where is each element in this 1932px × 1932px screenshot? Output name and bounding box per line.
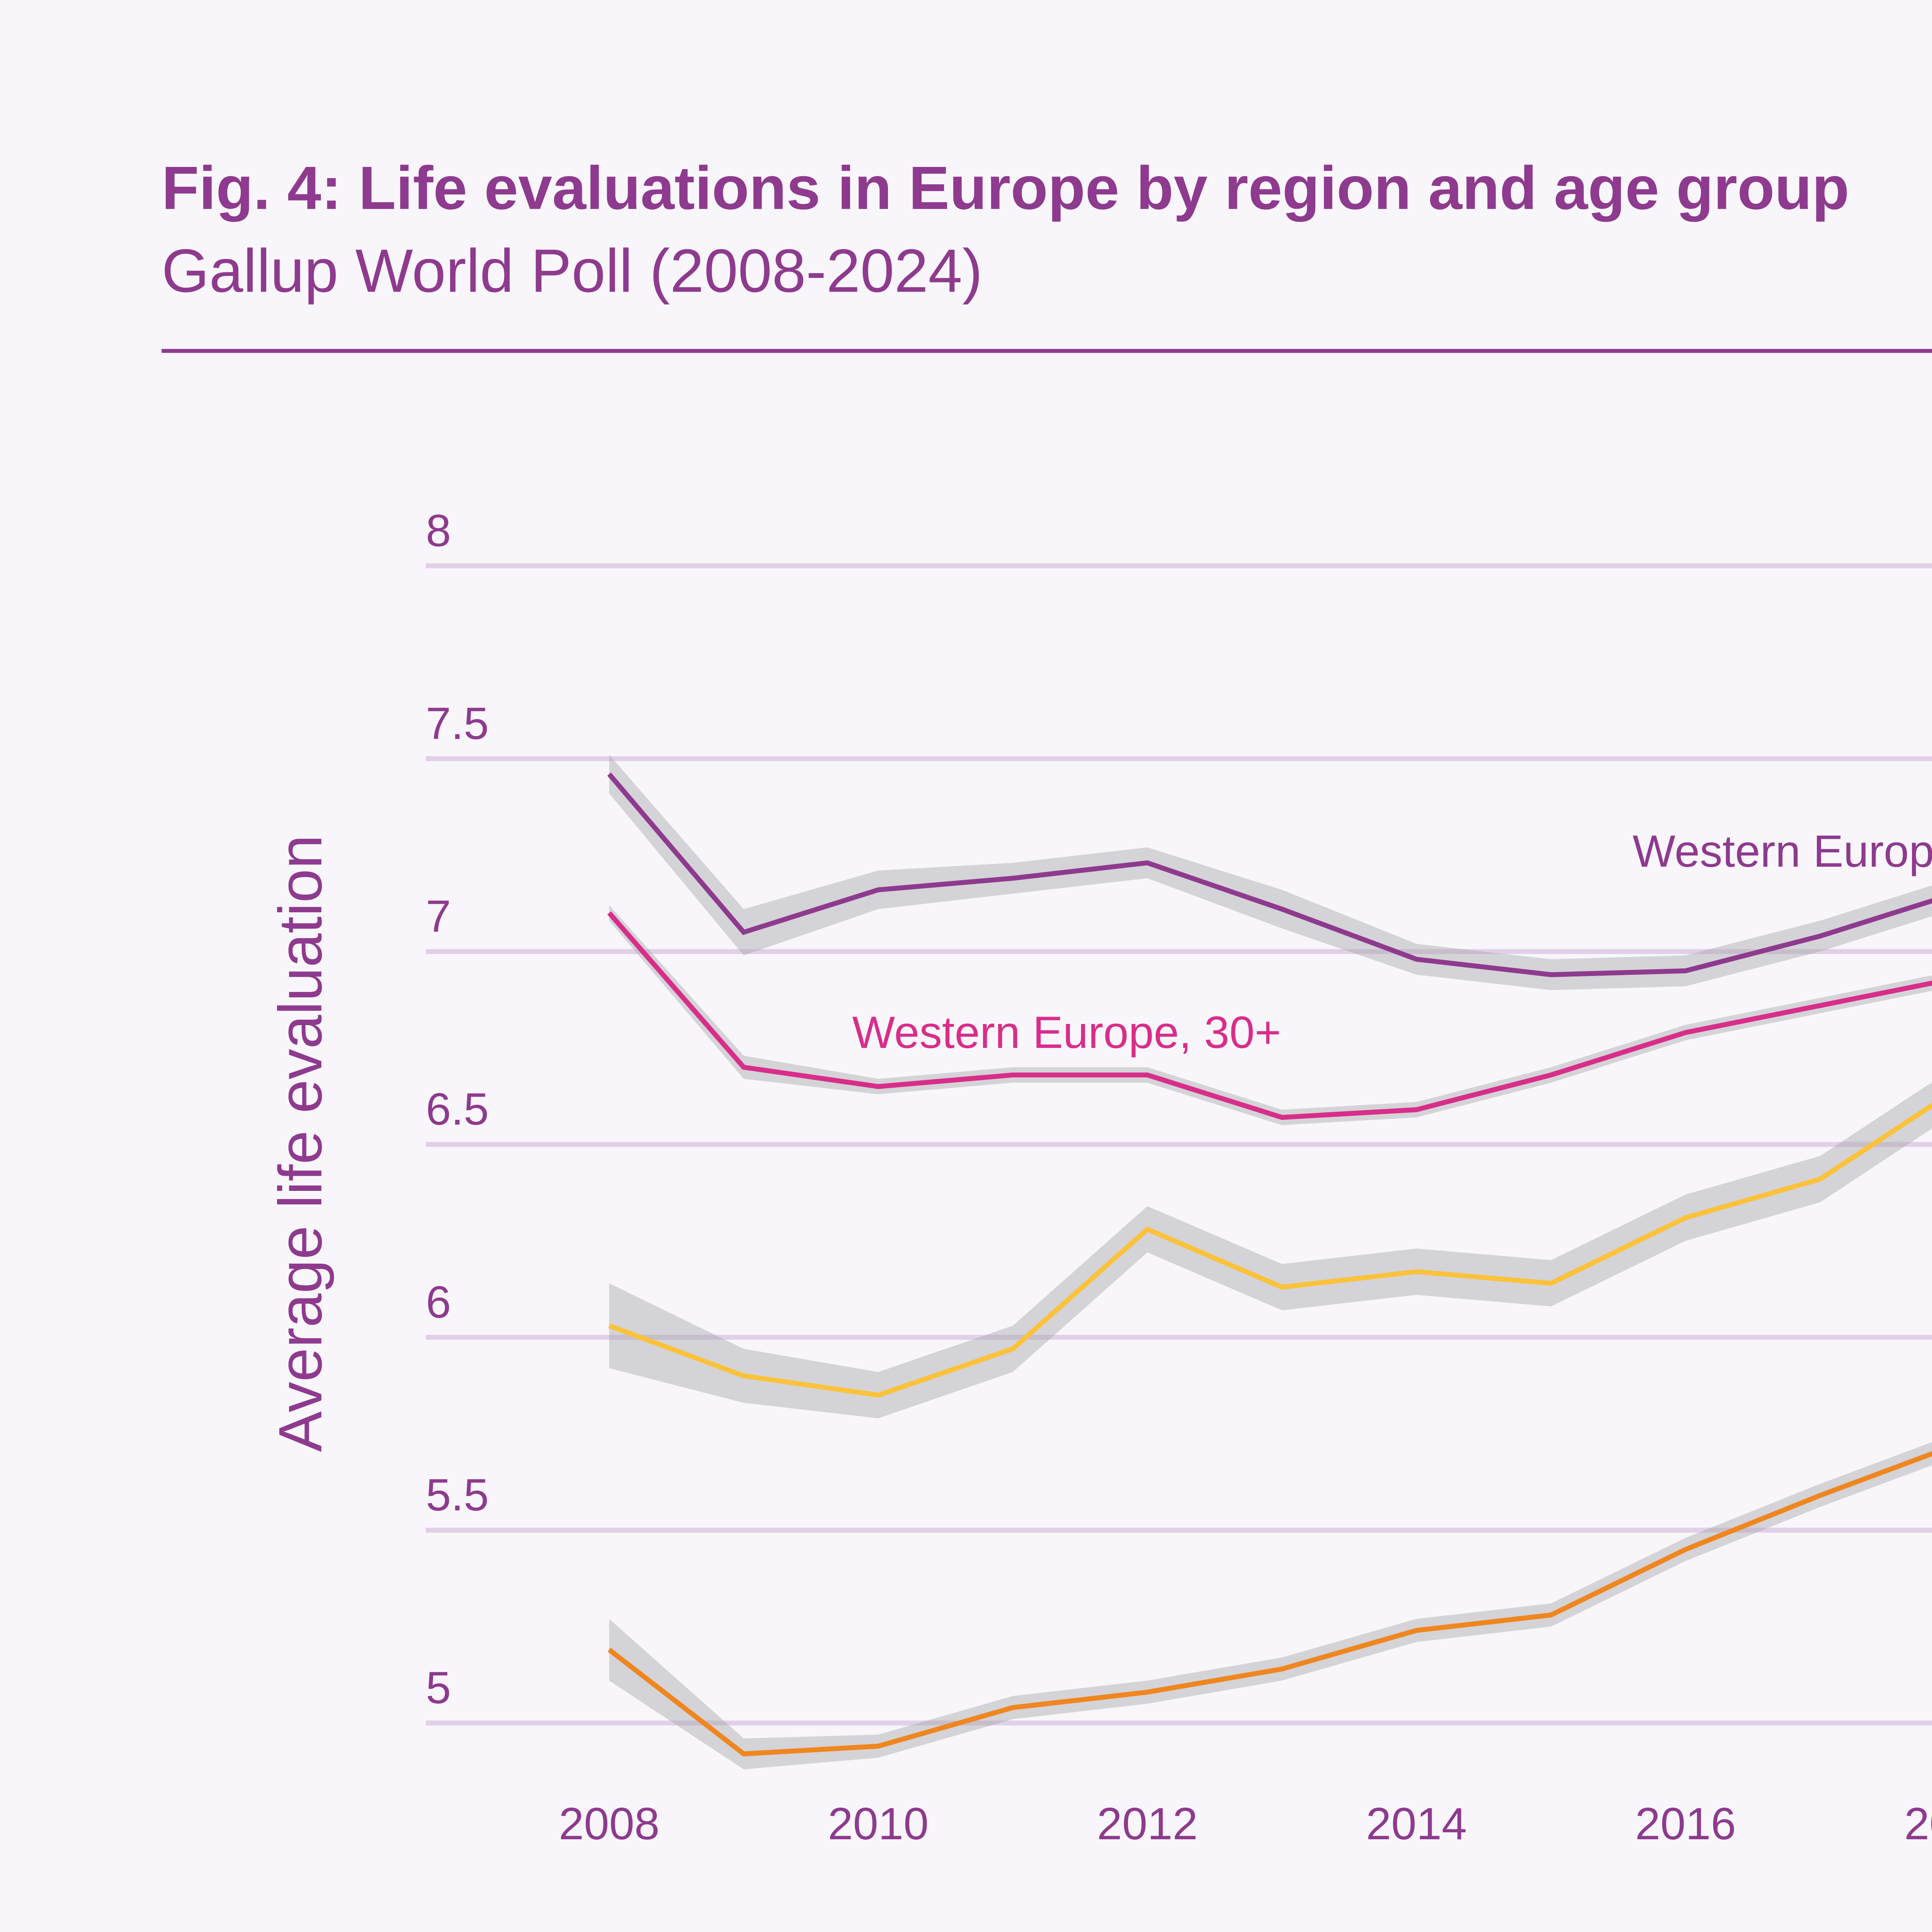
ci-band	[609, 1442, 1932, 1769]
y-tick-label: 8	[426, 505, 451, 556]
series-labels: Western Europe, <30Western Europe, 30+Ce…	[852, 826, 1932, 1058]
series-label: Western Europe, 30+	[852, 1007, 1281, 1058]
series-lines	[607, 772, 1932, 1757]
series-label: Western Europe, <30	[1633, 826, 1932, 876]
x-tick-label: 2014	[1366, 1798, 1467, 1849]
y-tick-label: 6.5	[426, 1084, 489, 1134]
x-tick-labels: 200820102012201420162018202020222024	[559, 1798, 1932, 1849]
y-tick-label: 5.5	[426, 1469, 489, 1520]
ci-band	[609, 1082, 1932, 1418]
x-tick-label: 2016	[1635, 1798, 1736, 1849]
y-tick-labels: 5 5.5 6 6.5 7 7.5 8	[426, 505, 489, 1713]
y-axis-label: Average life evaluation	[266, 835, 335, 1452]
figure-title: Fig. 4: Life evaluations in Europe by re…	[162, 153, 1849, 223]
x-tick-label: 2018	[1904, 1798, 1932, 1849]
title-divider	[162, 349, 1932, 353]
x-tick-label: 2008	[559, 1798, 660, 1849]
x-tick-label: 2010	[828, 1798, 929, 1849]
y-tick-label: 7.5	[426, 698, 489, 748]
y-tick-label: 6	[426, 1277, 451, 1327]
y-tick-label: 5	[426, 1662, 451, 1713]
gridlines	[426, 563, 1932, 1726]
ci-band	[609, 755, 1932, 990]
y-tick-label: 7	[426, 891, 451, 942]
figure-subtitle: Gallup World Poll (2008-2024)	[162, 236, 983, 306]
x-tick-label: 2012	[1097, 1798, 1198, 1849]
confidence-bands	[609, 755, 1932, 1769]
